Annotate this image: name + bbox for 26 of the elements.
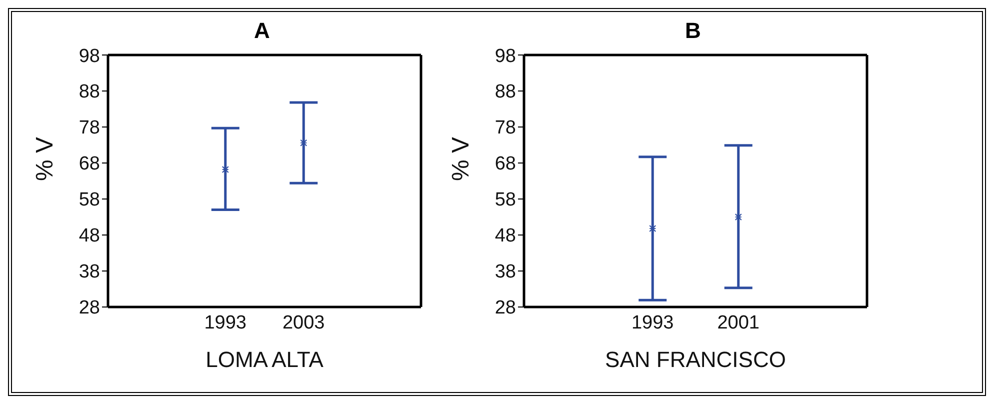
y-tick-label: 28 — [78, 298, 100, 319]
y-tick-label: 48 — [494, 226, 516, 247]
x-tick-label: 1993 — [204, 312, 247, 334]
y-tick-label: 78 — [494, 118, 516, 139]
y-tick-label: 38 — [494, 262, 516, 283]
y-tick-label: 28 — [494, 298, 516, 319]
y-tick-label: 48 — [78, 226, 100, 247]
y-tick-label: 58 — [494, 190, 516, 211]
y-tick-label: 38 — [78, 262, 100, 283]
y-tick-label: 58 — [78, 190, 100, 211]
y-tick-label: 98 — [494, 46, 516, 67]
x-axis-title: LOMA ALTA — [206, 347, 324, 372]
x-tick-label: 1993 — [631, 312, 674, 334]
x-axis-title: SAN FRANCISCO — [605, 347, 786, 372]
y-tick-label: 88 — [494, 82, 516, 103]
x-tick-label: 2001 — [717, 312, 760, 334]
chart-title: B — [684, 18, 702, 45]
y-tick-label: 88 — [78, 82, 100, 103]
y-axis-title: % V — [448, 136, 475, 181]
chart-title: A — [253, 18, 271, 45]
y-axis-title: % V — [32, 136, 59, 181]
y-tick-label: 98 — [78, 46, 100, 67]
y-tick-label: 68 — [78, 154, 100, 175]
y-tick-label: 68 — [494, 154, 516, 175]
x-tick-label: 2003 — [282, 312, 325, 334]
y-tick-label: 78 — [78, 118, 100, 139]
